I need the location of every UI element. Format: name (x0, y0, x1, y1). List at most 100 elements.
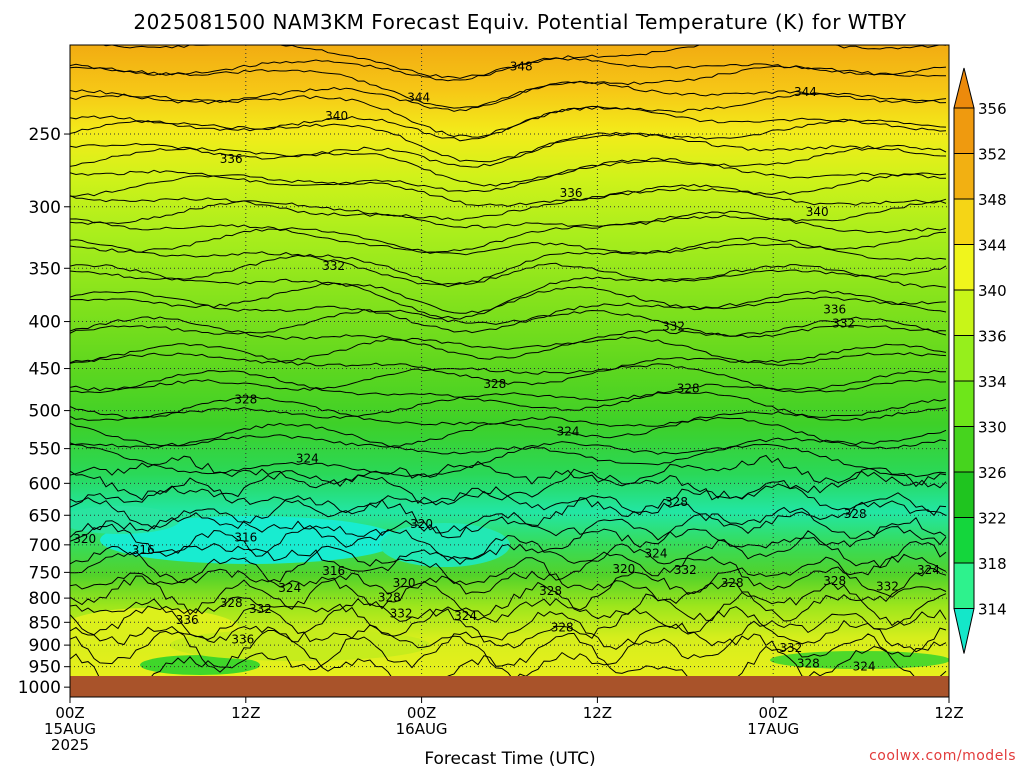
contour-label-text: 324 (278, 581, 301, 595)
contour-label: 324 (278, 581, 301, 595)
contour-label-text: 320 (612, 562, 635, 576)
contour-line (70, 65, 946, 109)
contour-label-text: 336 (560, 186, 583, 200)
contour-line (70, 264, 947, 320)
contour-label-text: 332 (779, 641, 802, 655)
teal-patch-left (70, 506, 180, 534)
x-axis-label: Forecast Time (UTC) (424, 749, 595, 768)
contour-line (70, 290, 947, 334)
contour-line (70, 529, 947, 577)
lime-surface-patch-2 (770, 651, 949, 669)
contour-label-text: 340 (325, 109, 348, 123)
contour-label: 328 (539, 584, 562, 598)
colorbar-segment (953, 107, 975, 154)
x-tick-label: 15AUG (44, 720, 96, 738)
x-tick-label: 12Z (231, 704, 260, 722)
contour-line (70, 506, 947, 548)
contour-label-text: 332 (249, 602, 272, 616)
y-tick-label: 850 (29, 613, 61, 633)
colorbar-tick-label: 314 (978, 601, 1007, 619)
contour-label-text: 332 (322, 259, 345, 273)
contour-label: 324 (557, 425, 580, 439)
contour-lines (70, 45, 947, 676)
contour-label-text: 316 (234, 530, 257, 544)
contour-label-text: 320 (410, 517, 433, 531)
contour-line (70, 422, 947, 466)
contour-label: 328 (665, 495, 688, 509)
contour-line (70, 237, 947, 288)
colorbar-tick-label: 322 (978, 510, 1007, 528)
x-tick-label: 00Z (759, 704, 788, 722)
contour-label: 348 (510, 59, 533, 73)
contour-line (70, 183, 947, 221)
contour-line (70, 630, 947, 676)
contour-line (70, 198, 947, 229)
contour-line (70, 607, 947, 669)
y-tick-label: 250 (29, 125, 61, 145)
contour-label: 328 (378, 591, 401, 605)
contour-label: 320 (410, 517, 433, 531)
contour-label-text: 324 (645, 546, 668, 560)
contour-label-text: 328 (539, 584, 562, 598)
contour-label-text: 316 (132, 543, 155, 557)
contour-label-text: 332 (390, 606, 413, 620)
contour-label: 332 (674, 563, 697, 577)
contour-label-text: 336 (220, 152, 243, 166)
y-tick-label: 1000 (18, 678, 61, 698)
contour-label: 340 (806, 205, 829, 219)
contour-line (70, 157, 947, 193)
contour-line (70, 253, 947, 285)
colorbar: 356 352 348 344 340 336 334 330 326 322 318 314 (953, 67, 1007, 654)
contour-label-text: 328 (721, 576, 744, 590)
colorbar-tick-label: 336 (978, 328, 1007, 346)
colorbar-segment (953, 471, 975, 518)
colorbar-tick-label: 344 (978, 237, 1007, 255)
contour-label: 328 (551, 620, 574, 634)
contour-line (70, 454, 947, 489)
contour-label-text: 336 (823, 302, 846, 316)
colorbar-segment (953, 289, 975, 336)
contour-label: 316 (322, 564, 345, 578)
contour-label: 320 (393, 576, 416, 590)
field-patches (70, 506, 949, 675)
colorbar-segment (953, 562, 975, 609)
colorbar-top-arrow (953, 67, 975, 109)
contour-label-text: 348 (510, 59, 533, 73)
colorbar-tick-label: 330 (978, 419, 1007, 437)
colorbar-segment (953, 335, 975, 382)
contour-line (70, 477, 947, 518)
contour-label-text: 332 (662, 320, 685, 334)
colorbar-tick-label: 326 (978, 464, 1007, 482)
contour-label: 344 (407, 90, 430, 104)
contour-label: 328 (234, 392, 257, 406)
contour-label: 328 (797, 656, 820, 670)
contour-line (70, 282, 947, 314)
contour-label-text: 328 (844, 507, 867, 521)
x-tick-label: 12Z (583, 704, 612, 722)
contour-label: 328 (844, 507, 867, 521)
terrain-bar (70, 676, 949, 697)
colorbar-segment (953, 153, 975, 200)
contour-label-text: 328 (797, 656, 820, 670)
contour-label: 328 (483, 377, 506, 391)
contour-label: 316 (132, 543, 155, 557)
contour-line (70, 343, 947, 386)
x-tick-label: 16AUG (396, 720, 448, 738)
contour-label: 320 (612, 562, 635, 576)
contour-line (70, 336, 947, 366)
contour-line (70, 622, 947, 676)
contour-line (70, 369, 946, 411)
contour-label: 328 (823, 574, 846, 588)
contour-label: 332 (779, 641, 802, 655)
contour-label-text: 328 (378, 591, 401, 605)
y-tick-label: 950 (29, 658, 61, 678)
contour-line (70, 579, 947, 637)
y-tick-label: 350 (29, 259, 61, 279)
x-tick-label: 2025 (51, 736, 89, 754)
x-tick-label: 00Z (407, 704, 436, 722)
x-tick-label: 17AUG (747, 720, 799, 738)
contour-line (70, 593, 947, 649)
y-tick-label: 600 (29, 474, 61, 494)
